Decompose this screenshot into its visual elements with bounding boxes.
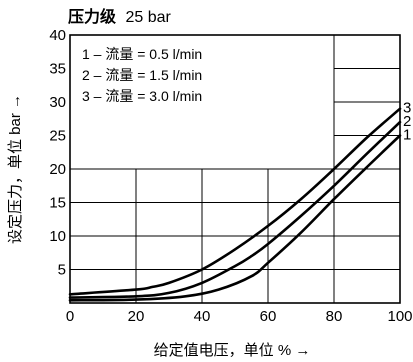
plot-frame (69, 34, 401, 304)
y-tick-label: 5 (58, 262, 66, 279)
legend-entry-1: 1 – 流量 = 0.5 l/min (82, 46, 202, 62)
series-label-2: 2 (403, 113, 411, 130)
y-tick-label: 15 (49, 195, 66, 212)
y-tick-label: 20 (49, 161, 66, 178)
curves (68, 107, 402, 302)
legend-entry-2: 2 – 流量 = 1.5 l/min (82, 67, 202, 83)
x-tick-label: 40 (194, 308, 211, 325)
series-line-2 (68, 120, 402, 299)
series-label-3: 3 (403, 100, 411, 117)
series-label-1: 1 (403, 127, 411, 144)
y-tick-label: 25 (49, 128, 66, 145)
x-tick-label: 80 (326, 308, 343, 325)
x-tick-label: 100 (387, 308, 412, 325)
grid (70, 35, 400, 303)
series-line-3 (68, 107, 402, 296)
chart-title-value: 25 bar (125, 9, 171, 26)
y-tick-label: 35 (49, 61, 66, 78)
y-tick-label: 40 (49, 27, 66, 44)
chart-title-prefix: 压力级 (68, 7, 117, 26)
legend-entry-3: 3 – 流量 = 3.0 l/min (82, 88, 202, 104)
x-axis-label: 给定值电压，单位 % → (154, 342, 311, 359)
x-tick-label: 0 (66, 308, 74, 325)
series-labels: 123 (403, 100, 411, 144)
y-tick-label: 10 (49, 228, 66, 245)
chart-title: 压力级 25 bar (68, 7, 172, 26)
legend: 1 – 流量 = 0.5 l/min 2 – 流量 = 1.5 l/min 3 – … (82, 46, 202, 104)
x-tick-label: 60 (260, 308, 277, 325)
y-axis-label: 设定压力，单位 bar → (7, 94, 24, 244)
tick-labels: 0 20 40 60 80 100 5 10 15 20 25 30 35 40 (49, 27, 412, 325)
series-line-1 (68, 134, 402, 302)
legend-box (75, 38, 237, 118)
y-tick-label: 30 (49, 94, 66, 111)
x-tick-label: 20 (128, 308, 145, 325)
